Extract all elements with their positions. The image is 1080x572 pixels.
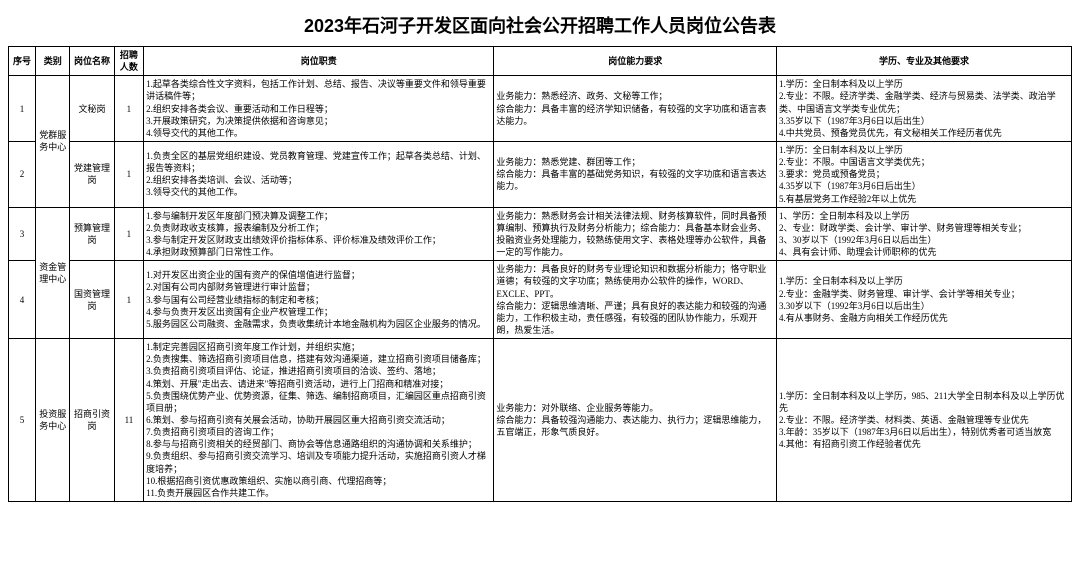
cell-seq: 1 — [9, 76, 36, 142]
table-row: 4 国资管理岗 1 1.对开发区出资企业的国有资产的保值增值进行监督；2.对国有… — [9, 261, 1072, 339]
cell-edu: 1.学历：全日制本科及以上学历2.专业：不限。中国语言文学类优先；3.要求：党员… — [777, 141, 1072, 207]
cell-edu: 1.学历：全日制本科及以上学历2.专业：不限。经济学类、金融学类、经济与贸易类、… — [777, 76, 1072, 142]
cell-edu: 1.学历：全日制本科及以上学历，985、211大学全日制本科及以上学历优先2.专… — [777, 339, 1072, 502]
table-row: 2 党建管理岗 1 1.负责全区的基层党组织建设、党员教育管理、党建宣传工作；起… — [9, 141, 1072, 207]
page-title: 2023年石河子开发区面向社会公开招聘工作人员岗位公告表 — [8, 12, 1072, 38]
recruitment-table: 序号 类别 岗位名称 招聘人数 岗位职责 岗位能力要求 学历、专业及其他要求 1… — [8, 46, 1072, 502]
cell-count: 1 — [114, 141, 143, 207]
th-post: 岗位名称 — [70, 47, 114, 76]
cell-category: 资金管理中心 — [36, 207, 70, 338]
cell-count: 1 — [114, 207, 143, 261]
cell-duty: 1.制定完善园区招商引资年度工作计划，并组织实施；2.负责搜集、筛选招商引资项目… — [144, 339, 494, 502]
cell-skill: 业务能力：熟悉党建、群团等工作；综合能力：具备丰富的基础党务知识，有较强的文字功… — [494, 141, 777, 207]
cell-post: 国资管理岗 — [70, 261, 114, 339]
cell-duty: 1.负责全区的基层党组织建设、党员教育管理、党建宣传工作；起草各类总结、计划、报… — [144, 141, 494, 207]
table-row: 5 投资服务中心 招商引资岗 11 1.制定完善园区招商引资年度工作计划，并组织… — [9, 339, 1072, 502]
cell-edu: 1.学历：全日制本科及以上学历2.专业：金融学类、财务管理、审计学、会计学等相关… — [777, 261, 1072, 339]
cell-post: 党建管理岗 — [70, 141, 114, 207]
th-seq: 序号 — [9, 47, 36, 76]
cell-category: 党群服务中心 — [36, 76, 70, 207]
cell-seq: 4 — [9, 261, 36, 339]
cell-seq: 2 — [9, 141, 36, 207]
th-skill: 岗位能力要求 — [494, 47, 777, 76]
cell-post: 文秘岗 — [70, 76, 114, 142]
cell-seq: 5 — [9, 339, 36, 502]
cell-skill: 业务能力：熟悉经济、政务、文秘等工作；综合能力：具备丰富的经济学知识储备，有较强… — [494, 76, 777, 142]
table-header-row: 序号 类别 岗位名称 招聘人数 岗位职责 岗位能力要求 学历、专业及其他要求 — [9, 47, 1072, 76]
cell-count: 1 — [114, 261, 143, 339]
cell-skill: 业务能力：熟悉财务会计相关法律法规、财务核算软件，同时具备预算编制、预算执行及财… — [494, 207, 777, 261]
cell-count: 1 — [114, 76, 143, 142]
cell-edu: 1、学历：全日制本科及以上学历2、专业：财政学类、会计学、审计学、财务管理等相关… — [777, 207, 1072, 261]
cell-seq: 3 — [9, 207, 36, 261]
th-count: 招聘人数 — [114, 47, 143, 76]
cell-duty: 1.起草各类综合性文字资料，包括工作计划、总结、报告、决议等重要文件和领导重要讲… — [144, 76, 494, 142]
cell-count: 11 — [114, 339, 143, 502]
table-row: 1 党群服务中心 文秘岗 1 1.起草各类综合性文字资料，包括工作计划、总结、报… — [9, 76, 1072, 142]
table-row: 3 资金管理中心 预算管理岗 1 1.参与编制开发区年度部门预决算及调整工作；2… — [9, 207, 1072, 261]
cell-skill: 业务能力：具备良好的财务专业理论知识和数据分析能力；恪守职业道德；有较强的文字功… — [494, 261, 777, 339]
cell-category: 投资服务中心 — [36, 339, 70, 502]
th-edu: 学历、专业及其他要求 — [777, 47, 1072, 76]
cell-post: 招商引资岗 — [70, 339, 114, 502]
cell-duty: 1.参与编制开发区年度部门预决算及调整工作；2.负责财政收支核算，报表编制及分析… — [144, 207, 494, 261]
cell-duty: 1.对开发区出资企业的国有资产的保值增值进行监督；2.对国有公司内部财务管理进行… — [144, 261, 494, 339]
th-category: 类别 — [36, 47, 70, 76]
cell-post: 预算管理岗 — [70, 207, 114, 261]
cell-skill: 业务能力：对外联络、企业服务等能力。综合能力：具备较强沟通能力、表达能力、执行力… — [494, 339, 777, 502]
th-duty: 岗位职责 — [144, 47, 494, 76]
